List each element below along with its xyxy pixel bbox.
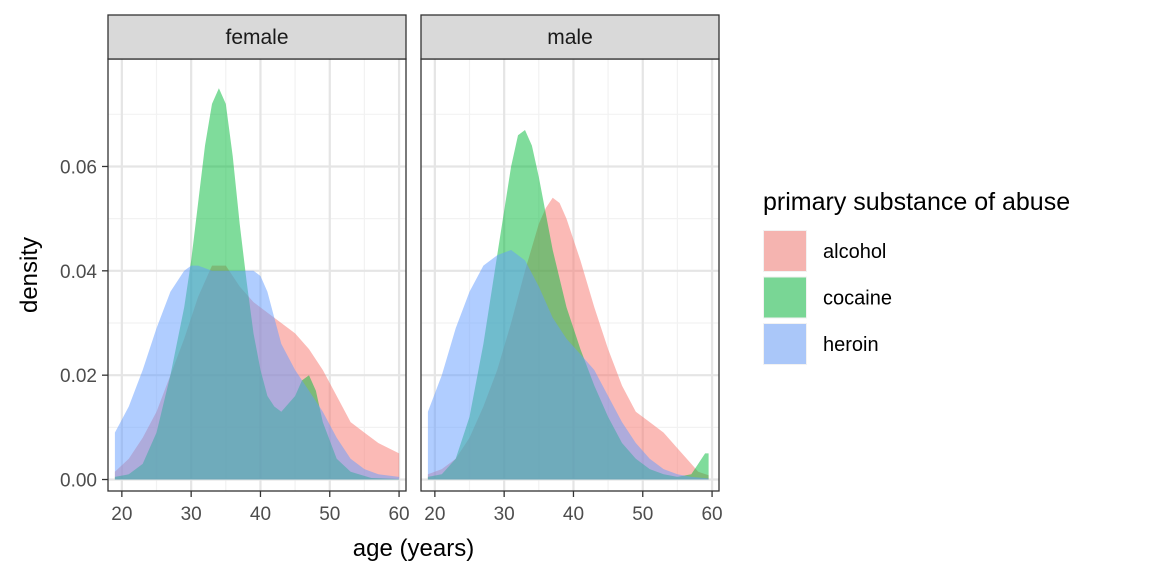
y-tick-label: 0.02 xyxy=(60,366,97,387)
facet-panels: female 20 30 40 50 60 male 20 30 40 50 60 xyxy=(107,14,723,525)
legend-label-cocaine: cocaine xyxy=(823,288,892,310)
density-area-heroin-female xyxy=(114,265,400,480)
facet-strip xyxy=(420,14,720,60)
facet-strip-label: female xyxy=(225,26,288,49)
facet-panel-male: male 20 30 40 50 60 xyxy=(420,14,723,525)
x-tick-label: 20 xyxy=(111,504,132,525)
x-tick-label: 30 xyxy=(181,504,202,525)
facet-panel-female: female 20 30 40 50 60 xyxy=(107,14,410,525)
x-tick-label: 40 xyxy=(563,504,584,525)
legend-label-alcohol: alcohol xyxy=(823,241,886,263)
legend: primary substance of abuse alcohol cocain… xyxy=(763,188,1070,365)
x-tick-label: 50 xyxy=(632,504,653,525)
x-tick-label: 20 xyxy=(424,504,445,525)
legend-title: primary substance of abuse xyxy=(763,188,1070,216)
y-tick-label: 0.00 xyxy=(60,471,97,492)
density-area-heroin-male xyxy=(427,250,709,480)
legend-key-heroin xyxy=(764,324,806,364)
x-tick-label: 50 xyxy=(319,504,340,525)
facet-strip-label: male xyxy=(547,26,593,49)
x-axis-title: age (years) xyxy=(353,535,474,562)
x-tick-label: 60 xyxy=(388,504,409,525)
x-tick-label: 60 xyxy=(701,504,722,525)
x-tick-label: 40 xyxy=(250,504,271,525)
y-axis-title: density xyxy=(16,237,43,313)
legend-label-heroin: heroin xyxy=(823,334,879,356)
legend-key-alcohol xyxy=(764,231,806,271)
x-tick-label: 30 xyxy=(494,504,515,525)
y-tick-label: 0.06 xyxy=(60,157,97,178)
y-tick-label: 0.04 xyxy=(60,262,97,283)
axes: density age (years) 0.00 0.02 0.04 0.06 xyxy=(16,157,474,562)
facet-strip xyxy=(107,14,407,60)
legend-key-cocaine xyxy=(764,277,806,318)
